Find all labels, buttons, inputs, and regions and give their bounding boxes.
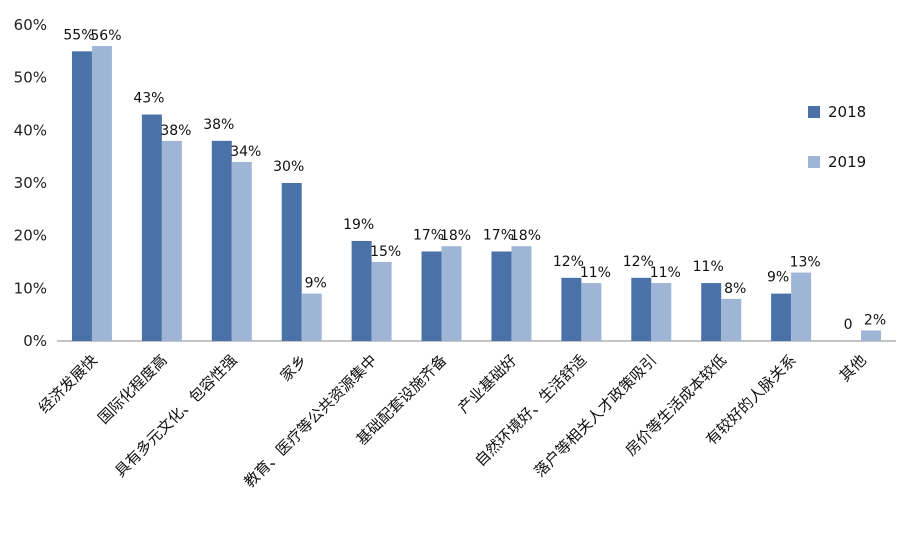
- bar-2019-9: [721, 298, 742, 341]
- data-label-2019-4: 15%: [370, 244, 401, 260]
- legend-swatch-2019: [808, 156, 820, 168]
- legend-swatch-2018: [808, 106, 820, 118]
- bar-2018-3: [281, 183, 302, 341]
- y-tick-label: 50%: [14, 69, 47, 87]
- bar-2019-3: [301, 293, 322, 341]
- bar-2018-1: [141, 114, 162, 342]
- y-tick-label: 20%: [14, 227, 47, 245]
- data-label-2018-9: 11%: [693, 259, 724, 275]
- y-tick-label: 10%: [14, 279, 47, 297]
- bar-2019-4: [371, 262, 392, 341]
- data-label-2019-0: 56%: [90, 28, 121, 44]
- category-label-1: 国际化程度高: [94, 351, 170, 427]
- y-tick-label: 40%: [14, 121, 47, 139]
- data-label-2018-6: 17%: [483, 227, 514, 243]
- legend-label-2019: 2019: [828, 153, 866, 171]
- category-label-0: 经济发展快: [35, 351, 101, 417]
- bar-2019-6: [511, 246, 532, 341]
- category-label-2: 具有多元文化、包容性强: [111, 351, 240, 480]
- data-label-2019-2: 34%: [230, 144, 261, 160]
- bar-2018-4: [351, 240, 372, 341]
- legend: 2018 2019: [808, 103, 866, 171]
- data-label-2018-11: 0: [844, 317, 853, 333]
- axes: 0% 10% 20% 30% 40% 50% 60%: [14, 16, 896, 350]
- category-label-4: 教育、医疗等公共资源集中: [240, 351, 380, 491]
- category-label-6: 产业基础好: [455, 351, 521, 417]
- data-label-2018-2: 38%: [203, 117, 234, 133]
- bar-2019-1: [161, 140, 182, 341]
- bar-2019-7: [581, 283, 602, 341]
- data-label-2018-0: 55%: [63, 27, 94, 43]
- bar-2018-9: [701, 283, 722, 341]
- y-tick-label: 0%: [23, 332, 47, 350]
- bar-2018-8: [631, 277, 652, 341]
- bar-2018-5: [421, 251, 442, 341]
- data-label-2018-5: 17%: [413, 227, 444, 243]
- bar-2019-0: [91, 46, 112, 342]
- bar-2018-10: [771, 293, 792, 341]
- data-label-2018-10: 9%: [767, 270, 789, 286]
- bars: [71, 46, 882, 342]
- data-label-2019-3: 9%: [305, 276, 327, 292]
- data-label-2019-11: 2%: [864, 312, 886, 328]
- category-label-8: 落户等相关人才政策吸引: [531, 351, 660, 480]
- data-label-2019-6: 18%: [510, 228, 541, 244]
- data-label-2019-5: 18%: [440, 228, 471, 244]
- bar-2019-10: [791, 272, 812, 341]
- data-label-2018-4: 19%: [343, 217, 374, 233]
- bar-2019-11: [861, 330, 882, 341]
- data-label-2019-9: 8%: [724, 281, 746, 297]
- data-label-2018-7: 12%: [553, 254, 584, 270]
- data-label-2019-8: 11%: [650, 265, 681, 281]
- data-label-2019-7: 11%: [580, 265, 611, 281]
- data-label-2018-1: 43%: [133, 91, 164, 107]
- data-label-2019-1: 38%: [160, 123, 191, 139]
- data-labels: 55%56%43%38% 38%34%30%9%19%15%17%18% 17%18…: [63, 27, 886, 333]
- bar-2018-6: [491, 251, 512, 341]
- bar-2018-2: [211, 140, 232, 341]
- bar-2018-7: [561, 277, 582, 341]
- y-tick-label: 60%: [14, 16, 47, 34]
- data-label-2018-8: 12%: [623, 254, 654, 270]
- bar-2019-2: [231, 161, 252, 341]
- legend-label-2018: 2018: [828, 103, 866, 121]
- bar-2019-8: [651, 283, 672, 341]
- bar-2018-0: [71, 51, 92, 341]
- data-label-2019-10: 13%: [790, 255, 821, 271]
- category-label-11: 其他: [836, 351, 870, 385]
- data-label-2018-3: 30%: [273, 159, 304, 175]
- bar-2019-5: [441, 246, 462, 341]
- y-tick-label: 30%: [14, 174, 47, 192]
- category-label-3: 家乡: [277, 351, 311, 385]
